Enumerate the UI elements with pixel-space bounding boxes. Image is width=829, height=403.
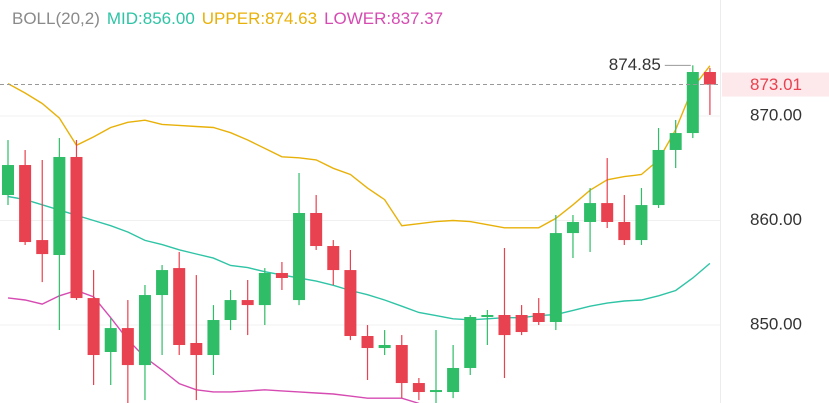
candle-body [173, 268, 186, 345]
band-line [7, 65, 711, 229]
candle-body [361, 336, 374, 349]
candle-body [258, 272, 271, 306]
candle-body [19, 165, 32, 243]
candle-body [669, 133, 682, 150]
candle-body [241, 300, 254, 306]
y-tick-label: 850.00 [750, 315, 802, 334]
candle-body [412, 383, 425, 393]
candle-body [121, 328, 134, 366]
candle-body [584, 203, 597, 222]
legend: BOLL(20,2) MID:856.00 UPPER:874.63 LOWER:8… [12, 9, 443, 29]
candle-body [293, 212, 306, 301]
candle-body [327, 246, 340, 271]
candle-body [395, 344, 408, 384]
candle-body [430, 390, 442, 393]
band-line [7, 195, 711, 321]
candle-body [70, 156, 83, 299]
candle-body [618, 221, 631, 241]
candle-body [2, 165, 14, 196]
candle-body [635, 205, 648, 241]
legend-entry: LOWER:837.37 [324, 9, 444, 28]
candles [2, 65, 716, 403]
candle-body [310, 212, 323, 247]
candle-body [156, 270, 169, 296]
candle-body [87, 298, 100, 356]
overlay: 873.01 874.85 [0, 55, 829, 97]
candle-body [464, 316, 477, 368]
candle-body [190, 343, 203, 356]
candle-body [703, 72, 716, 85]
candle-body [344, 270, 357, 337]
candle-body [515, 315, 528, 333]
candle-body [481, 315, 494, 317]
high-marker-label: 874.85 [609, 55, 661, 74]
candle-body [275, 272, 288, 279]
candle-body [532, 313, 545, 323]
candle-body [447, 367, 460, 393]
candle-body [138, 295, 151, 366]
last-price-box [722, 72, 829, 97]
indicator-title: BOLL(20,2) [12, 9, 100, 28]
candle-body [53, 156, 66, 256]
candle-body [224, 300, 237, 321]
candle-body [686, 72, 699, 134]
grid: 850.00 860.00 870.00 [0, 105, 802, 334]
candle-body [652, 149, 665, 206]
candle-body [566, 221, 579, 234]
candle-body [601, 203, 614, 222]
legend-entry: UPPER:874.63 [201, 9, 318, 28]
y-tick-label: 870.00 [750, 105, 802, 124]
candle-body [36, 240, 49, 255]
y-tick-label: 860.00 [750, 210, 802, 229]
candle-body [549, 233, 562, 323]
candle-body [207, 320, 220, 356]
last-price-label: 873.01 [750, 75, 802, 94]
legend-entry: MID:856.00 [106, 9, 195, 28]
candle-body [378, 344, 391, 349]
candle-body [498, 315, 511, 336]
candle-body [104, 328, 117, 352]
